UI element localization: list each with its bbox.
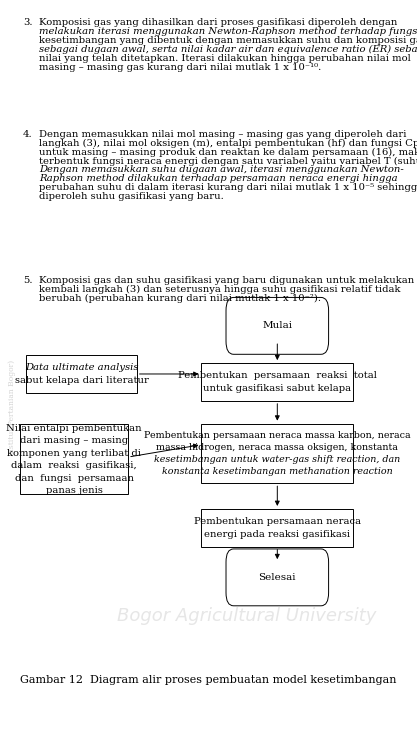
FancyBboxPatch shape (226, 297, 329, 354)
Text: massa hidrogen, neraca massa oksigen, konstanta: massa hidrogen, neraca massa oksigen, ko… (156, 443, 398, 452)
Text: panas jenis: panas jenis (46, 486, 103, 495)
Text: Nilai entalpi pembentukan: Nilai entalpi pembentukan (6, 424, 142, 432)
Text: Raphson method dilakukan terhadap persamaan neraca energi hingga: Raphson method dilakukan terhadap persam… (39, 174, 397, 183)
Text: Komposisi gas yang dihasilkan dari proses gasifikasi diperoleh dengan: Komposisi gas yang dihasilkan dari prose… (39, 18, 397, 27)
Text: langkah (3), nilai mol oksigen (m), entalpi pembentukan (hf) dan fungsi Cp: langkah (3), nilai mol oksigen (m), enta… (39, 139, 417, 148)
Text: kesetimbangan yang dibentuk dengan memasukkan suhu dan komposisi gas: kesetimbangan yang dibentuk dengan memas… (39, 36, 417, 45)
Text: komponen yang terlibat di: komponen yang terlibat di (7, 448, 141, 458)
FancyBboxPatch shape (201, 424, 354, 483)
Text: dan  fungsi  persamaan: dan fungsi persamaan (15, 474, 134, 483)
Text: 5.: 5. (23, 276, 33, 285)
Text: Dengan memasukkan nilai mol masing – masing gas yang diperoleh dari: Dengan memasukkan nilai mol masing – mas… (39, 130, 406, 139)
Text: berubah (perubahan kurang dari nilai mutlak 1 x 10⁻²).: berubah (perubahan kurang dari nilai mut… (39, 294, 321, 303)
Text: konstanta kesetimbangan methanation reaction: konstanta kesetimbangan methanation reac… (162, 467, 393, 475)
Text: Pembentukan  persamaan  reaksi  total: Pembentukan persamaan reaksi total (178, 371, 377, 381)
FancyBboxPatch shape (201, 363, 354, 401)
Text: 4.: 4. (23, 130, 33, 139)
FancyBboxPatch shape (27, 355, 137, 393)
Text: sebagai dugaan awal, serta nilai kadar air dan equivalence ratio (ER) sebagai: sebagai dugaan awal, serta nilai kadar a… (39, 45, 417, 54)
Text: terbentuk fungsi neraca energi dengan satu variabel yaitu variabel T (suhu).: terbentuk fungsi neraca energi dengan sa… (39, 157, 417, 165)
FancyBboxPatch shape (20, 424, 128, 494)
Text: melakukan iterasi menggunakan Newton-Raphson method terhadap fungsi: melakukan iterasi menggunakan Newton-Rap… (39, 27, 417, 36)
Text: dari masing – masing: dari masing – masing (20, 436, 128, 445)
Text: Pembentukan persamaan neraca: Pembentukan persamaan neraca (194, 517, 361, 526)
Text: Mulai: Mulai (262, 321, 292, 330)
Text: Gambar 12  Diagram alir proses pembuatan model kesetimbangan: Gambar 12 Diagram alir proses pembuatan … (20, 675, 397, 685)
Text: diperoleh suhu gasifikasi yang baru.: diperoleh suhu gasifikasi yang baru. (39, 192, 224, 201)
Text: kembali langkah (3) dan seterusnya hingga suhu gasifikasi relatif tidak: kembali langkah (3) dan seterusnya hingg… (39, 285, 400, 295)
Text: Selesai: Selesai (259, 573, 296, 582)
FancyBboxPatch shape (201, 509, 354, 547)
Text: untuk masing – masing produk dan reaktan ke dalam persamaan (16), maka: untuk masing – masing produk dan reaktan… (39, 147, 417, 157)
Text: masing – masing gas kurang dari nilai mutlak 1 x 10⁻¹⁰.: masing – masing gas kurang dari nilai mu… (39, 63, 321, 71)
Text: 3.: 3. (23, 18, 33, 27)
Text: perubahan suhu di dalam iterasi kurang dari nilai mutlak 1 x 10⁻⁵ sehingga: perubahan suhu di dalam iterasi kurang d… (39, 183, 417, 192)
Text: Pembentukan persamaan neraca massa karbon, neraca: Pembentukan persamaan neraca massa karbo… (144, 432, 411, 440)
Text: kesetimbangan untuk water-gas shift reaction, dan: kesetimbangan untuk water-gas shift reac… (154, 455, 400, 464)
Text: energi pada reaksi gasifikasi: energi pada reaksi gasifikasi (204, 529, 350, 539)
Text: nilai yang telah ditetapkan. Iterasi dilakukan hingga perubahan nilai mol: nilai yang telah ditetapkan. Iterasi dil… (39, 54, 410, 63)
Text: Data ultimate analysis: Data ultimate analysis (25, 363, 138, 373)
Text: dalam  reaksi  gasifikasi,: dalam reaksi gasifikasi, (11, 461, 137, 470)
Text: Bogor Agricultural University: Bogor Agricultural University (117, 607, 376, 625)
Text: Institut Pertanian Bogor): Institut Pertanian Bogor) (8, 360, 16, 456)
Text: Dengan memasukkan suhu dugaan awal, iterasi menggunakan Newton-: Dengan memasukkan suhu dugaan awal, iter… (39, 165, 404, 174)
Text: untuk gasifikasi sabut kelapa: untuk gasifikasi sabut kelapa (203, 383, 352, 393)
Text: Komposisi gas dan suhu gasifikasi yang baru digunakan untuk melakukan: Komposisi gas dan suhu gasifikasi yang b… (39, 276, 414, 285)
Text: sabut kelapa dari literatur: sabut kelapa dari literatur (15, 375, 149, 385)
FancyBboxPatch shape (226, 549, 329, 606)
